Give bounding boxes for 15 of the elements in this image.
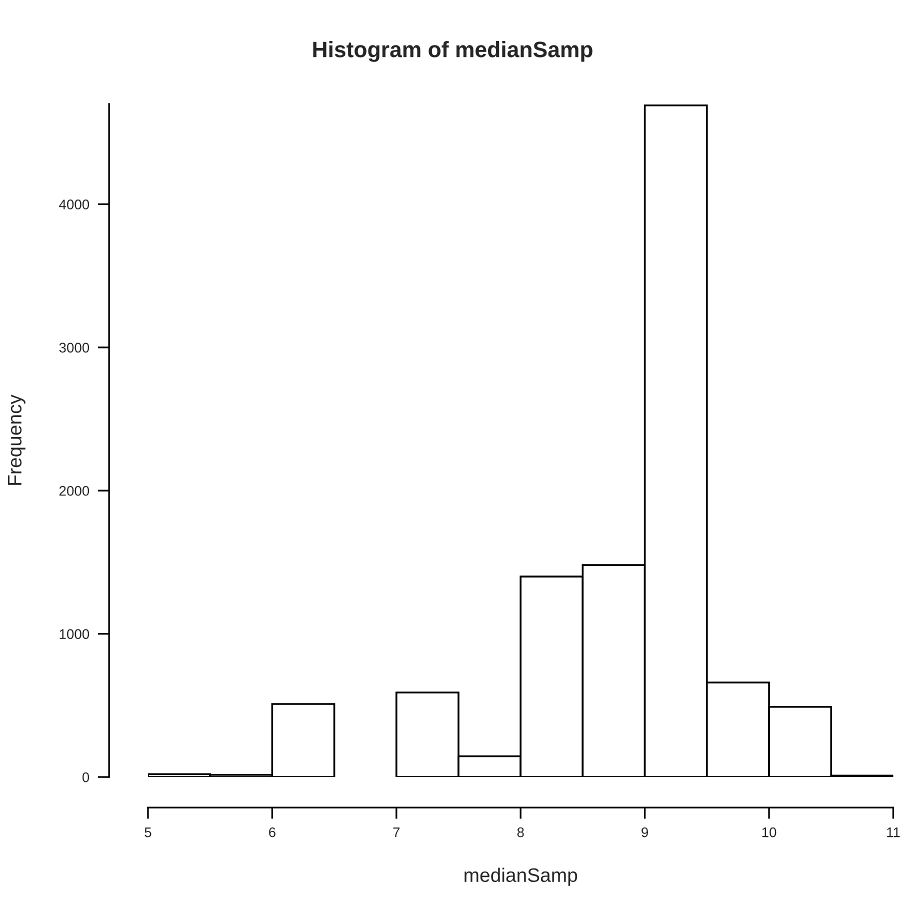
- y-tick-label: 0: [82, 772, 90, 782]
- y-tick-label: 3000: [59, 342, 90, 353]
- x-tick-label: 11: [887, 828, 900, 838]
- x-axis-title: medianSamp: [464, 868, 578, 886]
- y-tick-label: 4000: [59, 200, 90, 210]
- x-tick-label: 10: [762, 827, 776, 838]
- y-tick-label: 2000: [59, 486, 90, 496]
- x-tick-label: 9: [642, 827, 648, 838]
- y-tick-label: 1000: [60, 629, 90, 639]
- chart-title: Histogram of medianSamp: [313, 41, 592, 62]
- x-tick-label: 5: [144, 828, 152, 838]
- x-tick-label: 6: [269, 827, 276, 838]
- x-tick-label: 7: [393, 828, 400, 838]
- x-tick-label: 8: [517, 827, 524, 838]
- y-axis-title: Frequency: [8, 394, 26, 485]
